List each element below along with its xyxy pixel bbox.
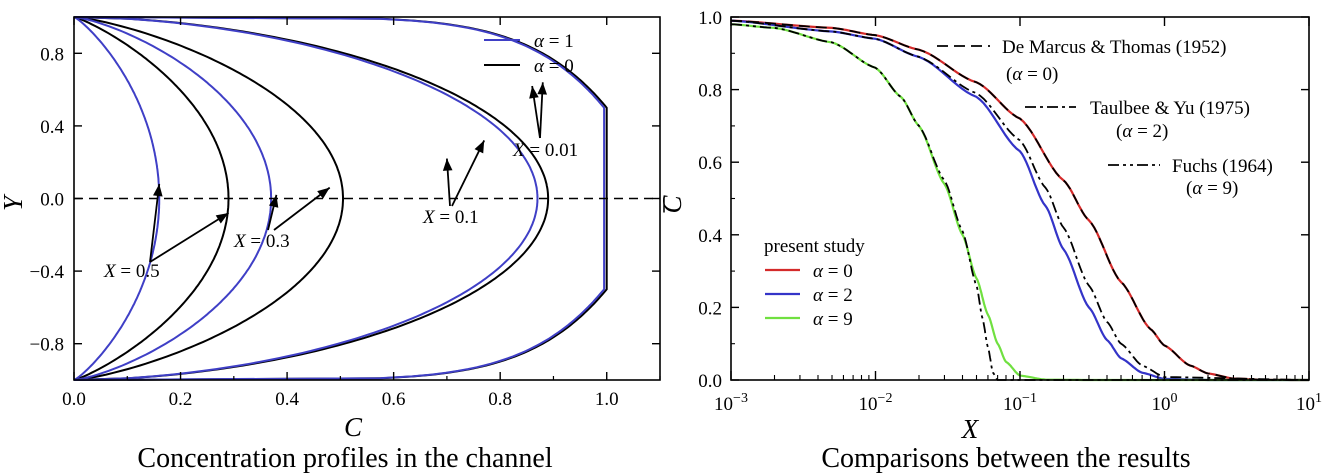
reference-sublabel: (α = 2) <box>1116 121 1168 142</box>
annotation-arrow-head <box>529 85 539 99</box>
y-tick-label: −0.4 <box>30 262 65 283</box>
annotation-arrow-shaft <box>451 140 486 207</box>
y-tick-label: 0.8 <box>698 81 722 102</box>
annotation-arrow-head <box>215 213 229 224</box>
right-y-ticks: 0.0 0.2 0.4 0.6 0.8 1.0 <box>698 8 1309 392</box>
curve-fuchs-1964- <box>730 23 1309 381</box>
left-annotation-arrows: X = 0.5 X = 0.3 X = 0.1 X = 0.01 <box>103 82 578 282</box>
x-tick-label: 0.2 <box>169 389 193 410</box>
annotation-arrow-head <box>537 82 548 95</box>
annotation-arrow-shaft <box>149 183 161 263</box>
y-tick-label: −0.8 <box>30 335 64 356</box>
left-chart: X = 0.5X = 0.3X = 0.1X = 0.01 0.0 0.2 0.4 0… <box>0 16 661 474</box>
y-tick-label: 0.2 <box>698 298 722 319</box>
x-tick-label: 1.0 <box>595 389 619 410</box>
right-reference-legend: De Marcus & Thomas (1952) (α = 0) Taulbee … <box>937 37 1273 199</box>
annotation-label: X = 0.5 <box>103 261 160 282</box>
legend-title: present study <box>764 236 865 257</box>
profile-curve-X0.3-alpha0 <box>73 16 344 381</box>
x-tick-label: 0.0 <box>62 389 86 410</box>
left-chart-title: Concentration profiles in the channel <box>137 443 552 474</box>
reference-label: Taulbee & Yu (1975) <box>1090 98 1250 119</box>
right-legend: present study α = 0 α = 2 α = 9 <box>764 236 865 330</box>
reference-label: De Marcus & Thomas (1952) <box>1002 37 1226 58</box>
right-chart-title: Comparisons between the results <box>821 443 1190 474</box>
legend-label: α = 9 <box>813 309 853 330</box>
annotation-label: X = 0.1 <box>422 207 479 228</box>
left-y-axis-label: Y <box>0 193 28 211</box>
y-tick-label: 0.0 <box>40 190 64 211</box>
reference-label: Fuchs (1964) <box>1172 156 1273 177</box>
x-tick-label: 10−2 <box>859 391 893 415</box>
left-y-ticks: −0.8 −0.4 0.0 0.4 0.8 <box>30 44 660 356</box>
x-tick-label: 0.8 <box>488 389 512 410</box>
annotation-arrow-head <box>317 187 330 199</box>
y-tick-label: 0.6 <box>698 153 722 174</box>
annotation-arrow-head <box>153 183 163 197</box>
reference-sublabel: (α = 0) <box>1006 64 1058 85</box>
annotation-arrow-head <box>268 194 279 208</box>
legend-label: α = 0 <box>813 261 853 282</box>
annotation-arrow-shaft <box>149 212 229 263</box>
right-x-ticks: 10−3 10−2 10−1 100 101 <box>714 17 1322 415</box>
annotation-arrow-head <box>442 158 453 171</box>
y-tick-label: 0.8 <box>40 44 64 65</box>
x-tick-label: 10−3 <box>714 391 748 415</box>
right-y-axis-label: C <box>657 195 687 214</box>
annotation-arrow-head <box>474 140 485 154</box>
right-x-axis-label: X <box>961 414 980 444</box>
left-x-axis-label: C <box>344 412 363 442</box>
curve--9 <box>730 23 1309 382</box>
profile-curve-X0.5-alpha1 <box>73 16 161 381</box>
x-tick-label: 10−1 <box>1003 391 1037 415</box>
y-tick-label: 0.4 <box>40 117 64 138</box>
x-tick-label: 100 <box>1152 391 1178 415</box>
profile-curve-X0.1-alpha0 <box>73 16 550 381</box>
y-tick-label: 0.4 <box>698 226 722 247</box>
curve-de-marcus-thomas-1952- <box>730 19 1309 381</box>
curve-taulbee-yu-1975- <box>730 19 1310 381</box>
x-tick-label: 0.6 <box>382 389 406 410</box>
x-tick-label: 0.4 <box>275 389 299 410</box>
legend-label: α = 0 <box>534 56 574 77</box>
x-tick-label: 101 <box>1296 391 1322 415</box>
profile-curve-X0.1-alpha1 <box>73 16 539 381</box>
annotation-label: X = 0.3 <box>233 231 290 252</box>
left-legend: α = 1 α = 0 <box>484 31 574 77</box>
right-chart: 10−3 10−2 10−1 100 101 0.0 0.2 0.4 0.6 0.8 1.0 pr… <box>657 8 1322 474</box>
legend-label: α = 2 <box>813 285 853 306</box>
reference-sublabel: (α = 9) <box>1186 178 1238 199</box>
y-tick-label: 1.0 <box>698 8 722 29</box>
legend-label: α = 1 <box>534 31 574 52</box>
right-curves <box>730 19 1310 382</box>
y-tick-label: 0.0 <box>698 371 722 392</box>
annotation-label: X = 0.01 <box>512 140 578 161</box>
left-x-ticks: 0.0 0.2 0.4 0.6 0.8 1.0 <box>62 17 661 410</box>
